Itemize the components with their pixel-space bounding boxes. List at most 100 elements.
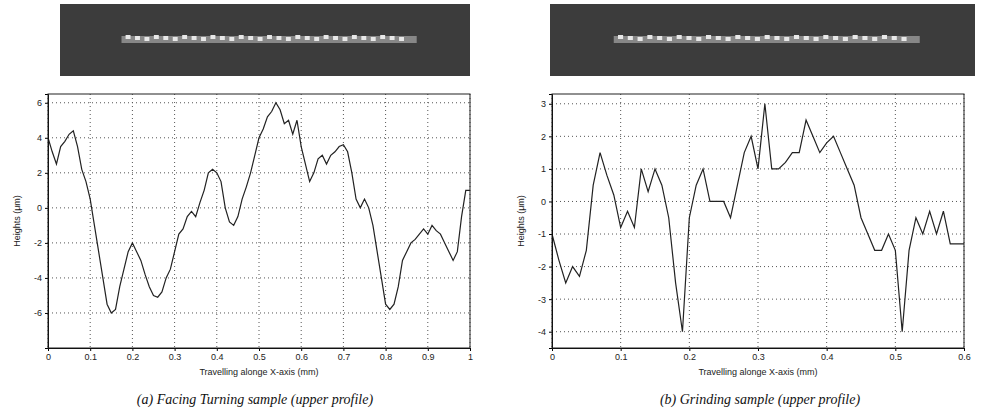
tick-label: 0.5 bbox=[253, 352, 266, 362]
tick-label: 0.2 bbox=[684, 352, 697, 362]
photo-speck bbox=[853, 35, 858, 39]
tick: 2 bbox=[37, 168, 48, 178]
tick: 0.9 bbox=[422, 348, 435, 362]
tick: 0.6 bbox=[295, 348, 308, 362]
photo-speck bbox=[361, 36, 366, 40]
photo-speck bbox=[618, 35, 623, 39]
photo-speck bbox=[628, 36, 633, 40]
tick: 0 bbox=[37, 203, 48, 213]
photo-speck bbox=[258, 37, 263, 41]
tick-label: 0.8 bbox=[380, 352, 393, 362]
photo-speck bbox=[305, 36, 310, 40]
grid bbox=[48, 94, 470, 348]
grid-line bbox=[301, 94, 302, 348]
tick: -3 bbox=[538, 295, 552, 305]
tick: 0.2 bbox=[127, 348, 140, 362]
x-axis-title: Travelling alonge X-axis (mm) bbox=[199, 367, 318, 377]
tick: -2 bbox=[34, 238, 48, 248]
x-axis: 0 0.1 0.2 0.3 0.4 0.5 0.6 0.7 0.8 0.9 1 bbox=[46, 348, 473, 362]
photo-speck bbox=[154, 35, 159, 39]
photo-streak bbox=[614, 36, 920, 43]
tick-label: 0.4 bbox=[821, 352, 834, 362]
photo-ground bbox=[60, 4, 470, 76]
tick: 0.8 bbox=[380, 348, 393, 362]
y-axis-title: Heights (μm) bbox=[516, 195, 526, 247]
tick-label: 0 bbox=[541, 197, 546, 207]
photo-speck bbox=[696, 37, 701, 41]
photo-speck bbox=[686, 36, 691, 40]
photo-speck bbox=[882, 35, 887, 39]
photo-strip bbox=[60, 4, 470, 76]
photo-speck bbox=[823, 35, 828, 39]
photo-speck bbox=[182, 35, 187, 39]
tick-label: 1 bbox=[468, 352, 473, 362]
photo-speck bbox=[399, 37, 404, 41]
photo-speck bbox=[794, 35, 799, 39]
grid-line bbox=[895, 94, 896, 348]
grid-line bbox=[216, 94, 217, 348]
photo-speck bbox=[784, 37, 789, 41]
tick-label: 0 bbox=[37, 203, 42, 213]
caption: (b) Grinding sample (upper profile) bbox=[660, 392, 860, 408]
y-axis: -4-3-2-10123 bbox=[538, 95, 553, 349]
tick: 0.3 bbox=[169, 348, 182, 362]
photo-speck bbox=[706, 35, 711, 39]
photo-speck bbox=[755, 37, 760, 41]
photo-speck bbox=[342, 37, 347, 41]
tick-label: -4 bbox=[34, 273, 42, 283]
photo-speck bbox=[716, 36, 721, 40]
tick: 0 bbox=[541, 197, 552, 207]
photo-speck bbox=[833, 36, 838, 40]
photo-speck bbox=[192, 36, 197, 40]
photo-speck bbox=[638, 37, 643, 41]
figure: 00.10.20.30.40.50.60.70.80.91-6-4-20246T… bbox=[0, 0, 988, 416]
tick: 0.1 bbox=[84, 348, 97, 362]
tick-label: 0 bbox=[550, 352, 555, 362]
tick: 0.5 bbox=[890, 348, 903, 362]
tick: -4 bbox=[34, 273, 48, 283]
tick-label: 0.3 bbox=[169, 352, 182, 362]
axis-line bbox=[49, 349, 471, 352]
x-axis-title: Travelling alonge X-axis (mm) bbox=[698, 367, 817, 377]
plot-area bbox=[48, 94, 470, 348]
grid-line bbox=[48, 242, 470, 243]
tick-label: 1 bbox=[541, 164, 546, 174]
tick-label: 3 bbox=[541, 99, 546, 109]
photo-speck bbox=[276, 36, 281, 40]
grid-line bbox=[552, 266, 964, 267]
tick: 0.4 bbox=[211, 348, 224, 362]
grid-line bbox=[758, 94, 759, 348]
photo-speck bbox=[390, 36, 395, 40]
photo-speck bbox=[201, 37, 206, 41]
tick: -4 bbox=[538, 327, 552, 337]
photo-speck bbox=[872, 37, 877, 41]
photo-speck bbox=[371, 37, 376, 41]
tick: 0.4 bbox=[821, 348, 834, 362]
tick: 0.7 bbox=[338, 348, 351, 362]
grid-line bbox=[90, 94, 91, 348]
photo-speck bbox=[657, 36, 662, 40]
tick-label: 0 bbox=[46, 352, 51, 362]
photo-speck bbox=[333, 36, 338, 40]
photo-speck bbox=[352, 35, 357, 39]
grid-line bbox=[48, 102, 470, 103]
grid-line bbox=[427, 94, 428, 348]
photo-speck bbox=[220, 36, 225, 40]
tick: -6 bbox=[34, 308, 48, 318]
photo-speck bbox=[173, 37, 178, 41]
photo-speck bbox=[892, 36, 897, 40]
photo-speck bbox=[314, 37, 319, 41]
photo-speck bbox=[901, 37, 906, 41]
grid-line bbox=[552, 201, 964, 202]
photo-speck bbox=[380, 35, 385, 39]
plot-area bbox=[552, 94, 964, 348]
grid-line bbox=[48, 277, 470, 278]
grid bbox=[552, 94, 964, 348]
photo-ground bbox=[550, 4, 975, 76]
tick-label: 2 bbox=[37, 168, 42, 178]
tick-label: 4 bbox=[37, 133, 42, 143]
photo-speck bbox=[677, 35, 682, 39]
photo-speck bbox=[135, 36, 140, 40]
tick-label: -2 bbox=[538, 262, 546, 272]
x-axis: 00.10.20.30.40.50.6 bbox=[550, 348, 971, 362]
